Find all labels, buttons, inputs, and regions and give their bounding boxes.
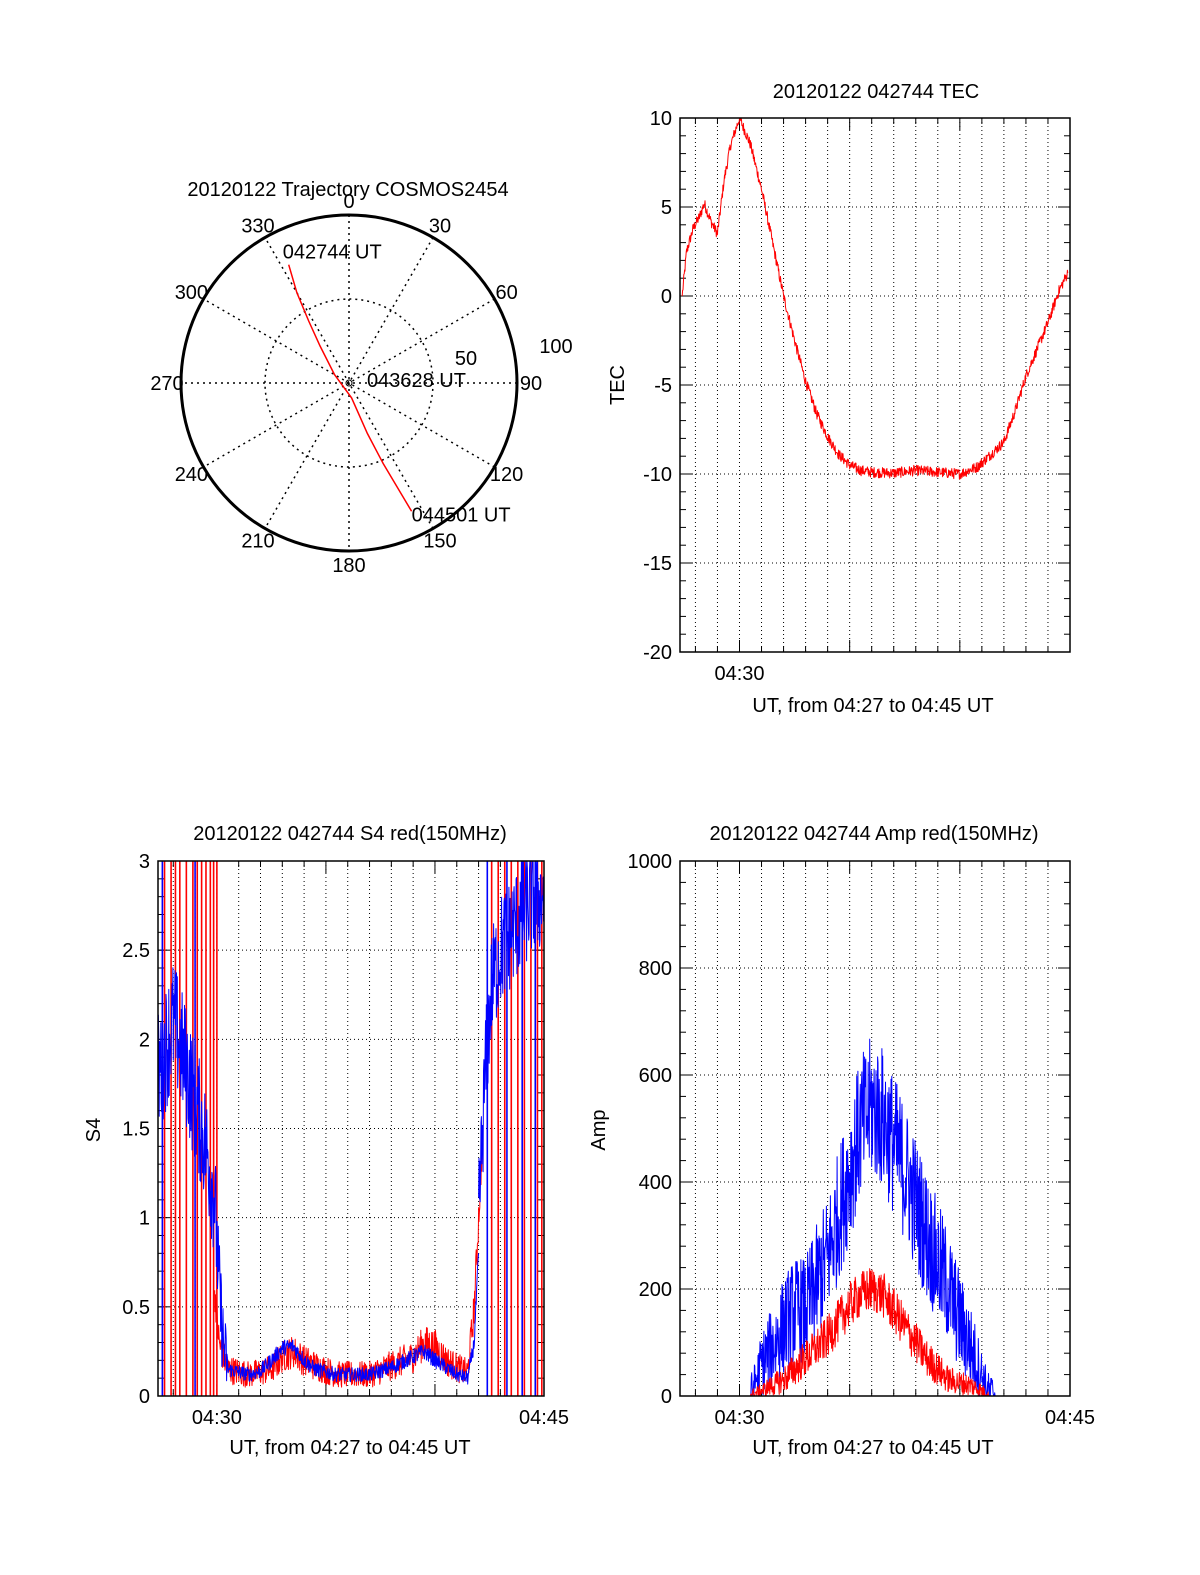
s4-x-axis-label: UT, from 04:27 to 04:45 UT	[229, 1437, 470, 1459]
polar-azimuth-label: 270	[150, 373, 183, 395]
s4-y-tick-label: 1.5	[122, 1119, 150, 1141]
tec-plot-frame	[679, 117, 1071, 653]
s4-x-tick-label: 04:30	[192, 1407, 242, 1429]
polar-mid-time-label: 043628 UT	[367, 370, 466, 392]
polar-end-time-label: 044501 UT	[412, 504, 511, 526]
s4-series-blue	[227, 1253, 480, 1385]
polar-azimuth-label: 300	[175, 282, 208, 304]
s4-chart-panel: 20120122 042744 S4 red(150MHz) UT, from …	[83, 823, 569, 1459]
amp-y-tick-label: 0	[661, 1386, 672, 1408]
tec-chart-title: 20120122 042744 TEC	[773, 81, 979, 103]
s4-y-tick-label: 0.5	[122, 1297, 150, 1319]
amp-y-tick-label: 200	[639, 1279, 672, 1301]
tec-y-tick-label: 0	[661, 286, 672, 308]
polar-spoke	[264, 237, 434, 529]
amp-y-tick-label: 400	[639, 1172, 672, 1194]
amp-chart-title: 20120122 042744 Amp red(150MHz)	[709, 823, 1038, 845]
polar-center-mark	[345, 379, 353, 387]
tec-y-tick-label: -5	[654, 375, 672, 397]
polar-azimuth-label: 90	[520, 373, 542, 395]
amp-chart-panel: 20120122 042744 Amp red(150MHz) UT, from…	[588, 823, 1095, 1459]
s4-series-blue	[157, 967, 229, 1382]
amp-x-tick-label: 04:30	[714, 1407, 764, 1429]
amp-plot-frame	[679, 860, 1071, 1397]
polar-trajectory-line	[287, 264, 413, 512]
polar-radial-label: 100	[539, 336, 572, 358]
amp-series-blue	[679, 1038, 1071, 1397]
tec-y-tick-label: 5	[661, 197, 672, 219]
tec-series-red	[681, 117, 1069, 480]
polar-chart-title: 20120122 Trajectory COSMOS2454	[187, 179, 508, 201]
tec-y-tick-label: 10	[650, 108, 672, 130]
s4-series-red	[214, 1128, 484, 1388]
s4-plot-frame	[157, 860, 545, 1397]
amp-x-axis-label: UT, from 04:27 to 04:45 UT	[752, 1437, 993, 1459]
polar-trajectory-panel: 20120122 Trajectory COSMOS2454 0 30 60 90 12…	[150, 179, 572, 577]
tec-y-tick-label: -20	[643, 642, 672, 664]
amp-series-red	[679, 1268, 1071, 1397]
s4-y-tick-label: 1	[139, 1208, 150, 1230]
s4-chart-title: 20120122 042744 S4 red(150MHz)	[193, 823, 507, 845]
polar-azimuth-label: 240	[175, 464, 208, 486]
polar-azimuth-label: 60	[495, 282, 517, 304]
polar-start-time-label: 042744 UT	[283, 242, 382, 264]
polar-azimuth-label: 150	[423, 531, 456, 553]
s4-x-tick-label: 04:45	[519, 1407, 569, 1429]
polar-azimuth-label: 180	[332, 555, 365, 577]
polar-azimuth-label: 30	[429, 215, 451, 237]
polar-azimuth-label: 120	[490, 464, 523, 486]
amp-y-tick-label: 1000	[628, 851, 673, 873]
polar-azimuth-label: 210	[241, 531, 274, 553]
polar-azimuth-label: 330	[241, 215, 274, 237]
s4-y-tick-label: 3	[139, 851, 150, 873]
polar-radial-label: 50	[455, 348, 477, 370]
s4-y-axis-label: S4	[83, 1118, 105, 1142]
tec-chart-panel: 20120122 042744 TEC UT, from 04:27 to 04…	[607, 81, 1071, 717]
tec-y-tick-label: -10	[643, 464, 672, 486]
tec-y-axis-label: TEC	[607, 365, 629, 405]
tec-x-axis-label: UT, from 04:27 to 04:45 UT	[752, 695, 993, 717]
s4-y-tick-label: 0	[139, 1386, 150, 1408]
amp-y-tick-label: 800	[639, 958, 672, 980]
polar-azimuth-label: 0	[343, 191, 354, 213]
tec-x-tick-label: 04:30	[714, 663, 764, 685]
amp-y-tick-label: 600	[639, 1065, 672, 1087]
tec-y-tick-label: -15	[643, 553, 672, 575]
s4-y-tick-label: 2.5	[122, 940, 150, 962]
amp-x-tick-label: 04:45	[1045, 1407, 1095, 1429]
s4-y-tick-label: 2	[139, 1029, 150, 1051]
amp-y-axis-label: Amp	[588, 1109, 610, 1150]
